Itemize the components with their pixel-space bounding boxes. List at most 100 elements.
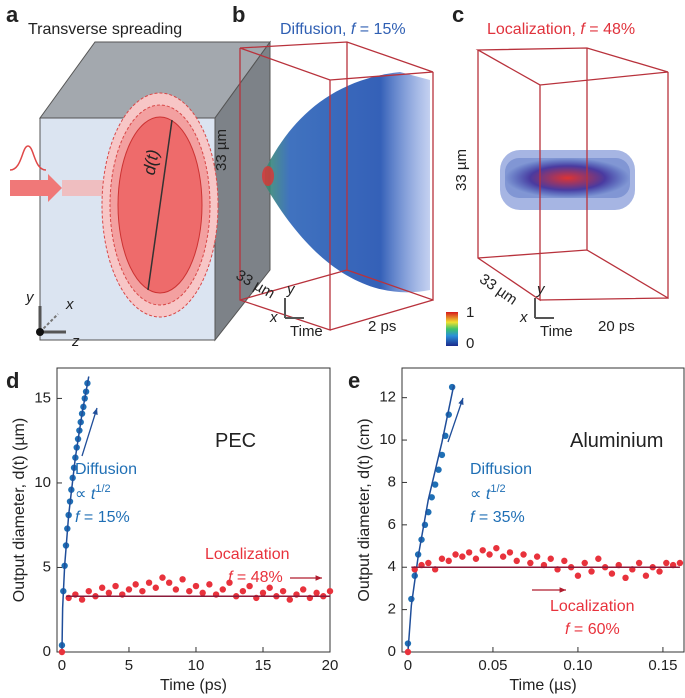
y-tick-label: 15: [34, 389, 51, 406]
x-tick-label: 0.10: [563, 657, 592, 674]
data-point: [199, 589, 206, 597]
data-point: [547, 555, 554, 562]
colorbar-max: 1: [466, 304, 474, 321]
data-point: [145, 579, 153, 586]
arrow-head: [92, 408, 98, 415]
axis-label: z: [71, 333, 80, 350]
data-point: [459, 553, 466, 560]
intensity-peak: [262, 166, 274, 186]
annotation: f = 35%: [470, 509, 525, 526]
panel-label: e: [348, 368, 360, 393]
annotation-part: Diffusion: [470, 461, 532, 478]
data-point: [192, 582, 200, 590]
size-label: 33 µm: [213, 129, 230, 171]
x-tick-label: 5: [125, 657, 133, 674]
annotation-part: t: [486, 486, 491, 503]
x-tick-label: 0.15: [648, 657, 677, 674]
diameter-label: d(t): [140, 148, 163, 176]
annotation-arrow: [447, 397, 464, 443]
annotation-part: f: [228, 569, 234, 586]
data-point: [105, 589, 113, 597]
y-tick-label: 12: [379, 389, 396, 406]
panel-title: Localization, f = 48%: [487, 21, 635, 38]
axis-label: x: [65, 296, 74, 313]
data-point: [58, 648, 66, 656]
annotation-arrow: [81, 407, 98, 457]
size-label: 33 µm: [453, 149, 470, 191]
data-point: [139, 587, 146, 595]
data-point: [520, 551, 527, 558]
data-point: [112, 582, 119, 590]
axis-label: x: [519, 309, 528, 326]
data-point: [472, 555, 480, 562]
time-label: 20 ps: [598, 318, 635, 335]
data-point: [206, 581, 213, 588]
annotation-part: Localization: [550, 598, 635, 615]
axis-label: y: [286, 281, 296, 298]
data-point: [486, 551, 493, 558]
x-tick-label: 0: [404, 657, 412, 674]
diameter-arrow: [147, 119, 173, 291]
data-point: [527, 559, 534, 567]
size-label: 33 µm: [476, 271, 520, 309]
data-point: [506, 549, 514, 556]
y-tick-label: 2: [388, 601, 396, 618]
data-point: [533, 553, 541, 560]
annotation-part: = 15%: [79, 509, 129, 526]
y-tick-label: 5: [43, 558, 51, 575]
intensity-core: [505, 158, 630, 198]
volume-box: [475, 47, 669, 302]
data-point: [622, 574, 629, 582]
data-point: [676, 559, 684, 567]
data-point: [125, 586, 133, 593]
data-point: [404, 648, 412, 656]
data-point: [663, 559, 670, 567]
data-point: [172, 586, 180, 593]
data-point: [438, 555, 446, 562]
colorbar-min: 0: [466, 335, 474, 352]
panel-label: b: [232, 2, 245, 27]
annotation-part: f: [565, 621, 571, 638]
annotation: Diffusion: [470, 461, 532, 478]
y-tick-label: 10: [379, 431, 396, 448]
data-point: [186, 587, 193, 595]
data-point: [259, 589, 267, 597]
annotation-part: PEC: [215, 430, 256, 452]
y-tick-label: 10: [34, 474, 51, 491]
axis-arrow: [39, 313, 59, 333]
y-tick-label: 0: [43, 643, 51, 660]
data-point: [642, 572, 650, 579]
data-point: [435, 466, 442, 473]
annotation: PEC: [215, 430, 256, 452]
plot-frame: [401, 367, 685, 653]
data-point: [152, 584, 159, 591]
fit-line: [407, 384, 455, 653]
input-arrow: [10, 174, 62, 202]
data-point: [179, 576, 186, 583]
annotation-part: t: [91, 486, 96, 503]
time-label: 2 ps: [368, 318, 396, 335]
colorbar: 1 0: [446, 304, 474, 352]
axis-origin: [36, 328, 44, 336]
plot-frame: [56, 367, 331, 653]
annotation-part: f: [470, 509, 476, 526]
annotation-part: = 35%: [474, 509, 524, 526]
x-tick-label: 10: [188, 657, 205, 674]
colorbar-gradient: [446, 312, 458, 346]
data-point: [493, 544, 500, 552]
panel-a: a Transverse spreading d(t) y x z: [6, 2, 271, 350]
data-point: [299, 586, 307, 593]
data-point: [574, 572, 582, 579]
annotation-part: Localization: [205, 546, 290, 563]
arrow-head: [559, 587, 566, 593]
data-point: [132, 581, 139, 588]
x-tick-label: 15: [255, 657, 272, 674]
panel-label: c: [452, 2, 464, 27]
data-point: [608, 570, 616, 577]
x-axis-label: Time (µs): [509, 677, 576, 694]
axis-label: y: [536, 281, 546, 298]
data-point: [479, 547, 486, 554]
annotation-part: ∝: [75, 486, 91, 503]
annotation: Localization: [550, 598, 635, 615]
